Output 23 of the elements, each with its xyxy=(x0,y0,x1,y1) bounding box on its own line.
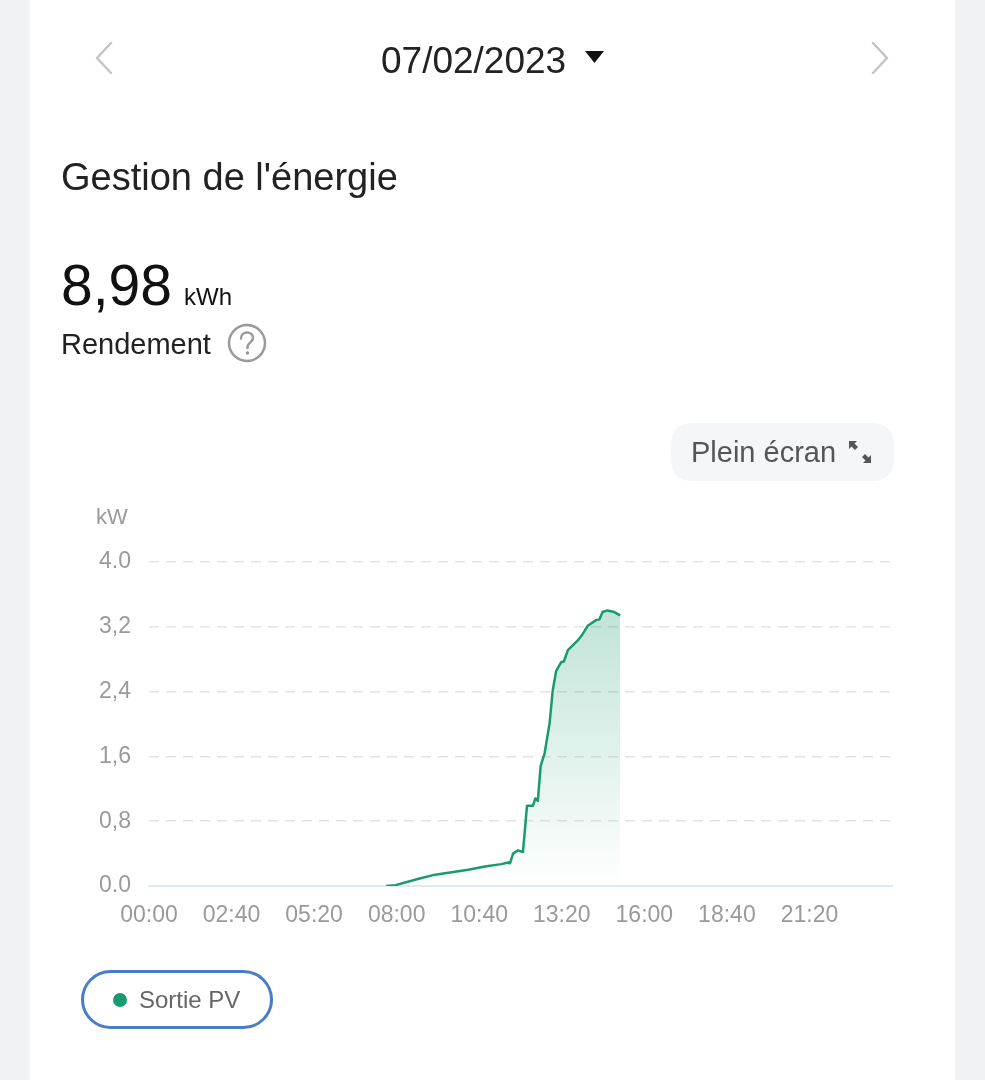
x-tick-label: 02:40 xyxy=(202,901,261,928)
text: kWh xyxy=(184,283,232,310)
y-tick-label: 2,4 xyxy=(99,676,132,703)
x-tick-label: 18:40 xyxy=(698,901,756,928)
text: 8,98 xyxy=(61,253,172,317)
y-tick-label: 0.0 xyxy=(99,871,131,898)
y-tick-label: 3,2 xyxy=(99,611,131,638)
x-tick-label: 13:20 xyxy=(532,901,591,928)
x-tick-label: 10:40 xyxy=(450,901,509,928)
x-tick-label: 00:00 xyxy=(120,901,178,928)
chart-subtitle: 07/02/2023 xyxy=(381,40,567,81)
x-tick-label: 05:20 xyxy=(285,901,343,928)
y-axis-title: kW xyxy=(96,504,128,529)
text: Rendement xyxy=(61,328,211,360)
y-tick-label: 0,8 xyxy=(99,806,131,833)
x-tick-label: 08:00 xyxy=(367,901,426,928)
legend-label: Sortie PV xyxy=(139,985,241,1014)
chart-title: Gestion de l'énergie xyxy=(61,156,398,198)
x-tick-label: 21:20 xyxy=(780,901,839,928)
y-tick-label: 4.0 xyxy=(99,547,131,574)
text: Plein écran xyxy=(691,436,837,468)
y-tick-label: 1,6 xyxy=(99,741,131,768)
x-tick-label: 16:00 xyxy=(615,901,674,928)
